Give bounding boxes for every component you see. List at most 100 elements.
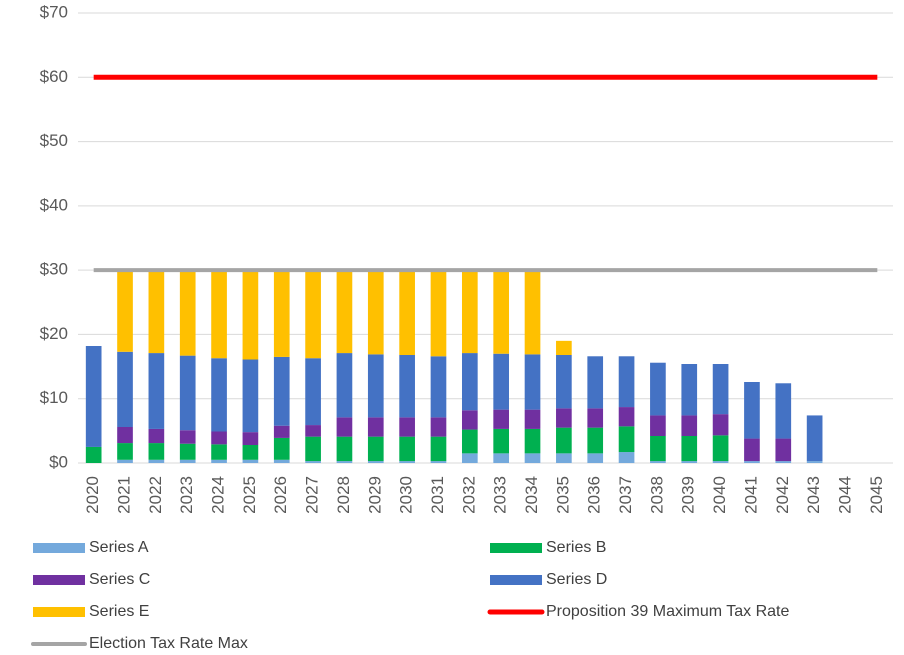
x-tick-label: 2023 <box>177 476 196 514</box>
y-tick-label: $60 <box>40 67 68 86</box>
bar-segment <box>524 453 541 463</box>
bar-segment <box>712 435 729 462</box>
bar-segment <box>556 408 572 428</box>
legend-swatch <box>33 543 85 553</box>
bar-segment <box>85 346 102 447</box>
y-tick-label: $40 <box>40 195 68 214</box>
x-tick-label: 2041 <box>741 476 760 514</box>
x-tick-label: 2030 <box>397 476 416 514</box>
bar-segment <box>179 430 196 444</box>
bar-segment <box>806 461 823 463</box>
x-tick-label: 2028 <box>334 476 353 514</box>
bar-segment <box>775 461 792 463</box>
bar-segment <box>367 417 384 437</box>
bar-segment <box>242 445 259 460</box>
y-tick-label: $30 <box>40 260 68 279</box>
bar-segment <box>305 461 321 463</box>
legend-label: Series B <box>546 539 606 556</box>
bar-segment <box>712 414 729 436</box>
bar-segment <box>305 270 321 359</box>
bar-segment <box>461 353 478 411</box>
bar-segment <box>461 453 478 463</box>
bar-segment <box>744 438 760 462</box>
bar-segment <box>273 356 290 426</box>
bar-segment <box>117 443 133 460</box>
bar-segment <box>618 356 635 408</box>
bar-segment <box>775 438 792 462</box>
bar-segment <box>179 459 196 463</box>
bar-segment <box>211 444 227 460</box>
x-tick-label: 2036 <box>585 476 604 514</box>
legend-label: Series C <box>89 571 150 588</box>
x-tick-label: 2044 <box>835 476 854 514</box>
bar-segment <box>493 270 510 354</box>
bar-segment <box>430 417 447 437</box>
x-tick-label: 2024 <box>209 476 228 514</box>
bar-segment <box>587 453 604 463</box>
x-tick-label: 2043 <box>804 476 823 514</box>
bar-segment <box>273 425 290 438</box>
bar-segment <box>117 270 133 352</box>
x-tick-label: 2038 <box>647 476 666 514</box>
bar-segment <box>273 270 290 357</box>
bar-segment <box>493 428 510 454</box>
bar-segment <box>744 461 760 463</box>
bar-segment <box>336 461 353 463</box>
bar-segment <box>367 354 384 418</box>
y-tick-label: $20 <box>40 324 68 343</box>
bar-segment <box>681 415 698 436</box>
bar-segment <box>148 428 165 444</box>
bar-segment <box>148 270 165 354</box>
bar-segment <box>242 270 259 360</box>
bar-segment <box>148 353 165 429</box>
bar-segment <box>399 270 415 355</box>
bar-segment <box>681 461 698 463</box>
bar-segment <box>587 427 604 454</box>
bar-segment <box>399 417 415 437</box>
bar-segment <box>367 461 384 463</box>
x-tick-label: 2034 <box>522 476 541 514</box>
bar-segment <box>618 426 635 453</box>
bar-segment <box>430 436 447 462</box>
bar-segment <box>461 410 478 430</box>
bar-segment <box>587 356 604 409</box>
bar-segment <box>273 459 290 463</box>
bar-segment <box>712 364 729 415</box>
x-tick-label: 2031 <box>428 476 447 514</box>
x-tick-label: 2020 <box>83 476 102 514</box>
bar-segment <box>430 461 447 463</box>
y-tick-label: $70 <box>40 2 68 21</box>
x-tick-label: 2025 <box>240 476 259 514</box>
bar-segment <box>681 364 698 416</box>
x-tick-label: 2033 <box>491 476 510 514</box>
x-tick-label: 2032 <box>459 476 478 514</box>
bar-segment <box>211 431 227 445</box>
x-tick-label: 2026 <box>271 476 290 514</box>
x-tick-label: 2022 <box>146 476 165 514</box>
bar-segment <box>399 461 415 463</box>
x-tick-label: 2042 <box>773 476 792 514</box>
bar-segment <box>650 415 666 436</box>
bar-segment <box>587 408 604 428</box>
bar-segment <box>556 427 572 454</box>
bar-segment <box>493 453 510 463</box>
bar-segment <box>524 428 541 454</box>
y-tick-label: $0 <box>49 452 68 471</box>
x-tick-label: 2040 <box>710 476 729 514</box>
bar-segment <box>305 358 321 426</box>
bar-segment <box>117 427 133 444</box>
x-tick-label: 2037 <box>616 476 635 514</box>
legend-label: Election Tax Rate Max <box>89 635 248 652</box>
bar-segment <box>242 359 259 433</box>
bar-segment <box>117 459 133 463</box>
bar-segment <box>179 443 196 460</box>
bar-segment <box>336 436 353 462</box>
bar-segment <box>461 429 478 454</box>
legend: Series A Series B Series C Series D Series E… <box>31 539 789 652</box>
bar-segment <box>430 356 447 418</box>
x-tick-label: 2021 <box>115 476 134 514</box>
bar-segment <box>305 436 321 462</box>
bar-segment <box>430 270 447 357</box>
bar-segment <box>179 355 196 431</box>
